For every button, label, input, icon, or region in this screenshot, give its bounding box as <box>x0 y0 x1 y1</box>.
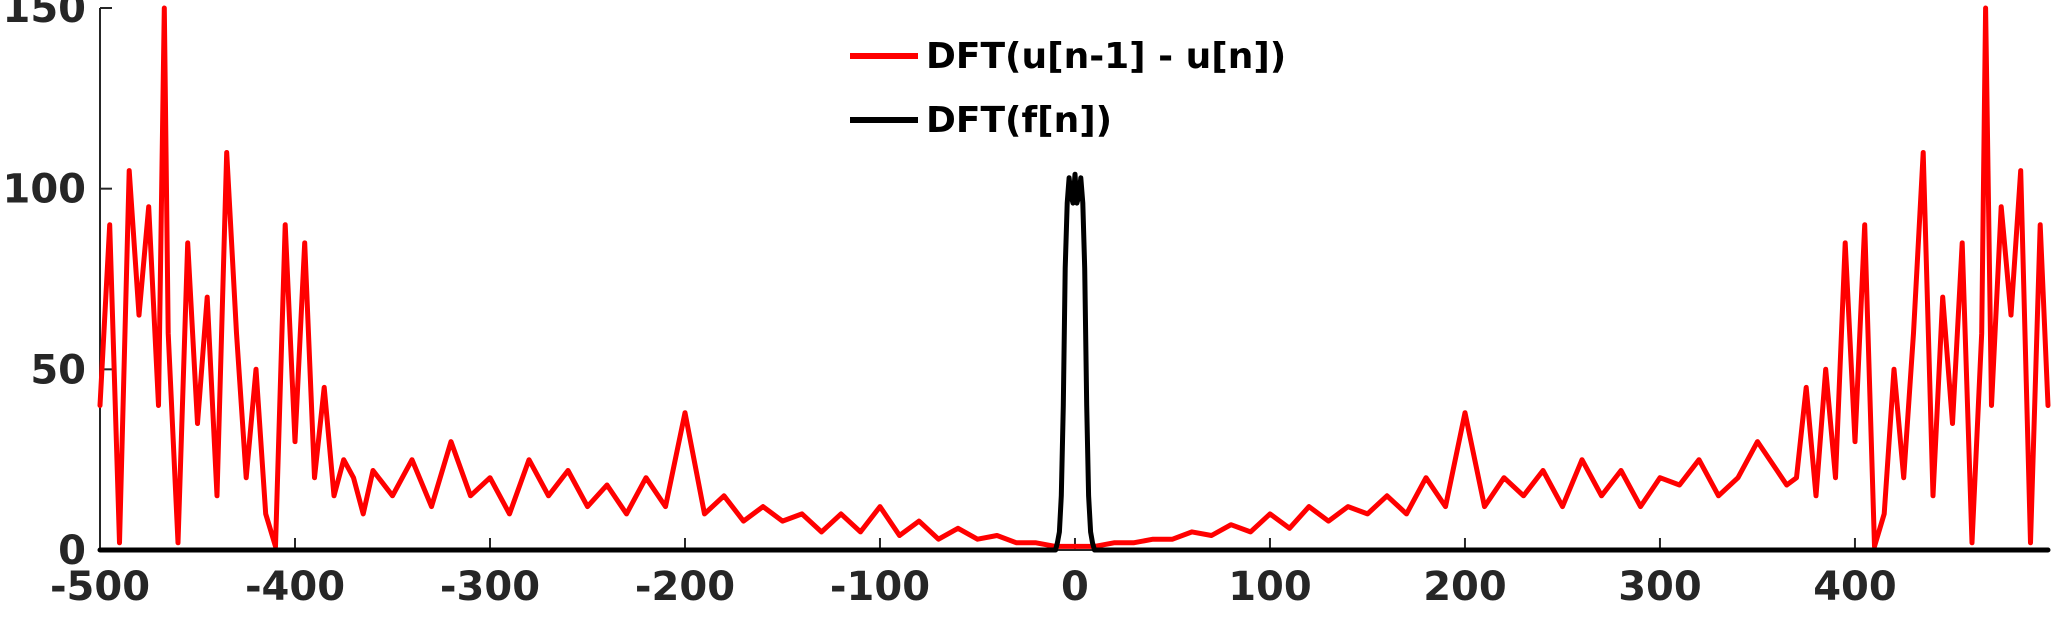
legend-label: DFT(f[n]) <box>926 100 1112 141</box>
x-tick-label: 400 <box>1813 564 1897 610</box>
x-tick-label: 300 <box>1618 564 1702 610</box>
axes: -500 -400 -300 -200 -100 0 100 200 300 400 0 50 100 1… <box>3 0 2048 610</box>
plot-area <box>97 5 2051 553</box>
y-tick-label: 150 <box>3 0 87 32</box>
x-tick-label: -100 <box>830 564 930 610</box>
legend: DFT(u[n-1] - u[n]) DFT(f[n]) <box>850 36 1286 141</box>
x-tick-label: -400 <box>245 564 345 610</box>
x-tick-label: 0 <box>1061 564 1089 610</box>
x-tick-label: -500 <box>50 564 150 610</box>
y-tick-label: 0 <box>58 528 86 574</box>
x-tick-label: -200 <box>635 564 735 610</box>
x-tick-label: 100 <box>1228 564 1312 610</box>
y-tick-label: 50 <box>30 347 86 393</box>
x-tick-label: 200 <box>1423 564 1507 610</box>
series-line-dft-f <box>97 171 2051 553</box>
y-tick-label: 100 <box>3 167 87 213</box>
legend-label: DFT(u[n-1] - u[n]) <box>926 36 1286 77</box>
x-tick-label: -300 <box>440 564 540 610</box>
series-line-dft-u-diff <box>97 5 2051 549</box>
